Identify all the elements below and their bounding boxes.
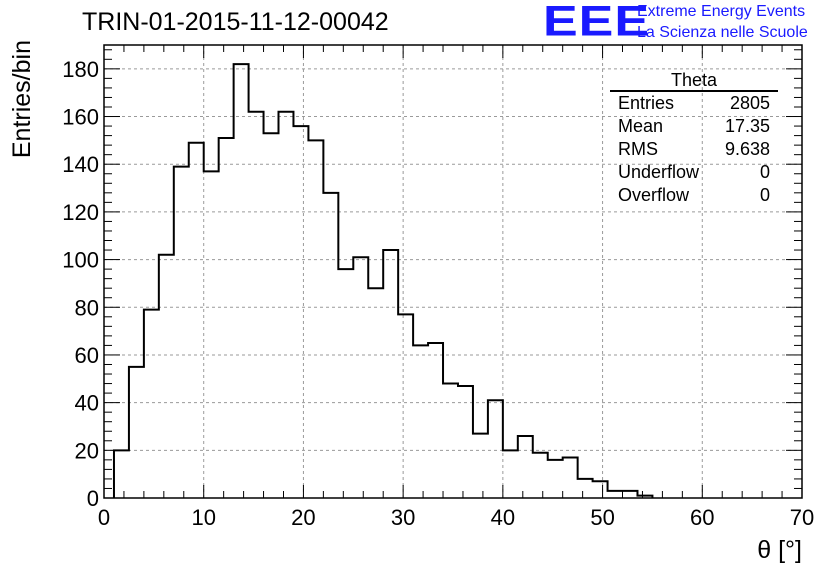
- stats-value: 0: [759, 162, 770, 182]
- histogram-bin: [518, 436, 533, 498]
- stats-label: Overflow: [618, 185, 690, 205]
- x-axis-label: θ [°]: [757, 536, 802, 564]
- histogram-bin: [189, 143, 204, 498]
- histogram-bin: [473, 434, 488, 498]
- histogram-bin: [204, 171, 219, 498]
- stats-row-rms: RMS 9.638: [610, 138, 778, 161]
- histogram-bin: [279, 112, 294, 498]
- y-tick-label: 60: [75, 343, 99, 368]
- x-tick-label: 40: [491, 505, 515, 530]
- x-tick-label: 0: [98, 505, 110, 530]
- y-tick-label: 80: [75, 295, 99, 320]
- histogram-bin: [129, 367, 144, 498]
- y-tick-label: 160: [62, 105, 99, 130]
- y-tick-label: 100: [62, 248, 99, 273]
- histogram-bin: [293, 126, 308, 498]
- stats-value: 17.35: [724, 116, 770, 136]
- x-tick-label: 10: [191, 505, 215, 530]
- histogram-bin: [413, 345, 428, 498]
- stats-label: Underflow: [618, 162, 700, 182]
- histogram-bin: [368, 288, 383, 498]
- y-tick-label: 0: [87, 486, 99, 511]
- stats-row-underflow: Underflow 0: [610, 161, 778, 184]
- histogram-bin: [383, 250, 398, 498]
- y-tick-label: 180: [62, 57, 99, 82]
- stats-row-overflow: Overflow 0: [610, 184, 778, 207]
- histogram-bin: [503, 450, 518, 498]
- y-axis-label: Entries/bin: [8, 40, 36, 158]
- histogram-bin: [144, 310, 159, 498]
- stats-value: 0: [759, 185, 770, 205]
- stats-value: 9.638: [724, 139, 770, 159]
- histogram-bin: [308, 140, 323, 498]
- y-tick-label: 120: [62, 200, 99, 225]
- histogram-bin: [458, 386, 473, 498]
- histogram-bin: [563, 457, 578, 498]
- stats-box: Theta Entries 2805 Mean 17.35 RMS 9.638 …: [610, 70, 778, 207]
- histogram-bin: [578, 479, 593, 498]
- stats-label: Mean: [618, 116, 664, 136]
- histogram-bin: [488, 400, 503, 498]
- histogram-bin: [608, 491, 623, 498]
- histogram-bin: [249, 112, 264, 498]
- x-tick-label: 70: [790, 505, 814, 530]
- histogram-bin: [219, 138, 234, 498]
- page-title: TRIN-01-2015-11-12-00042: [82, 8, 389, 36]
- histogram-bin: [264, 133, 279, 498]
- logo-line-2: La Scienza nelle Scuole: [637, 24, 808, 41]
- x-tick-label: 50: [590, 505, 614, 530]
- histogram-bin: [114, 450, 129, 498]
- x-tick-label: 30: [391, 505, 415, 530]
- logo-line-1: Extreme Energy Events: [637, 3, 806, 20]
- histogram-bin: [533, 453, 548, 498]
- histogram-bin: [338, 269, 353, 498]
- histogram-bin: [353, 257, 368, 498]
- histogram-bin: [443, 384, 458, 498]
- plot-frame: [103, 44, 803, 499]
- histogram-bin: [234, 64, 249, 498]
- histogram-bin: [159, 255, 174, 498]
- histogram-bin: [623, 491, 638, 498]
- y-tick-label: 140: [62, 152, 99, 177]
- x-tick-label: 60: [690, 505, 714, 530]
- stats-row-entries: Entries 2805: [610, 92, 778, 115]
- y-tick-label: 20: [75, 438, 99, 463]
- stats-box-title: Theta: [610, 70, 778, 92]
- stats-row-mean: Mean 17.35: [610, 115, 778, 138]
- y-tick-label: 40: [75, 391, 99, 416]
- histogram-bin: [323, 193, 338, 498]
- histogram-outline: [112, 63, 654, 498]
- stats-label: Entries: [618, 93, 675, 113]
- histogram-bin: [428, 343, 443, 498]
- stats-label: RMS: [618, 139, 658, 159]
- histogram-bin: [174, 167, 189, 498]
- histogram-bin: [593, 481, 608, 498]
- x-tick-label: 20: [291, 505, 315, 530]
- stats-value: 2805: [729, 93, 770, 113]
- eee-logo: EEE: [543, 0, 651, 46]
- histogram-bin: [398, 314, 413, 498]
- histogram-bin: [548, 460, 563, 498]
